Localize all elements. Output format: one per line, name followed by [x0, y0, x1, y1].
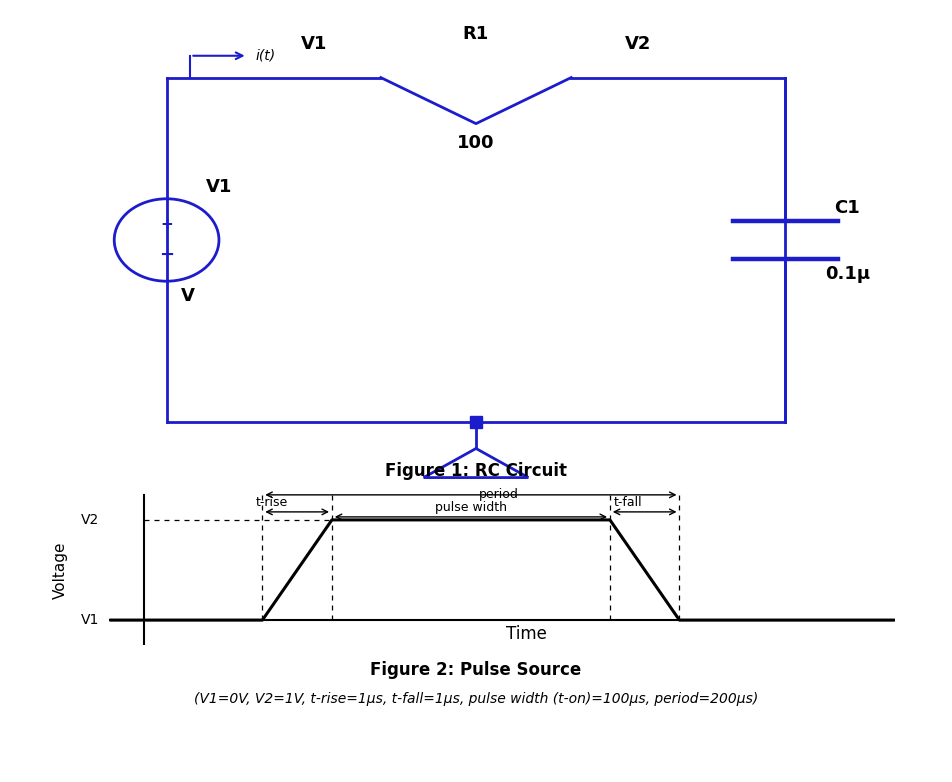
Text: −: −: [159, 246, 174, 264]
Text: Time: Time: [506, 625, 547, 643]
Text: Voltage: Voltage: [53, 541, 69, 599]
Text: C1: C1: [834, 199, 861, 217]
Text: V2: V2: [81, 513, 99, 527]
Text: (V1=0V, V2=1V, t-rise=1μs, t-fall=1μs, pulse width (t-on)=100μs, period=200μs): (V1=0V, V2=1V, t-rise=1μs, t-fall=1μs, p…: [194, 692, 758, 706]
Text: pulse width: pulse width: [435, 501, 506, 514]
Text: 100: 100: [457, 134, 495, 152]
Text: 0.1μ: 0.1μ: [824, 265, 870, 283]
Text: V1: V1: [206, 178, 232, 196]
Text: V2: V2: [625, 34, 651, 52]
Text: Figure 1: RC Circuit: Figure 1: RC Circuit: [385, 462, 567, 480]
Text: t-rise: t-rise: [255, 496, 288, 509]
Text: V: V: [181, 287, 194, 305]
Text: period: period: [479, 489, 519, 501]
Text: i(t): i(t): [255, 48, 275, 63]
Text: V1: V1: [81, 613, 99, 627]
Text: t-fall: t-fall: [613, 496, 642, 509]
Text: R1: R1: [463, 25, 489, 43]
Text: +: +: [160, 217, 173, 232]
Text: V1: V1: [301, 34, 327, 52]
Text: Figure 2: Pulse Source: Figure 2: Pulse Source: [370, 661, 582, 679]
